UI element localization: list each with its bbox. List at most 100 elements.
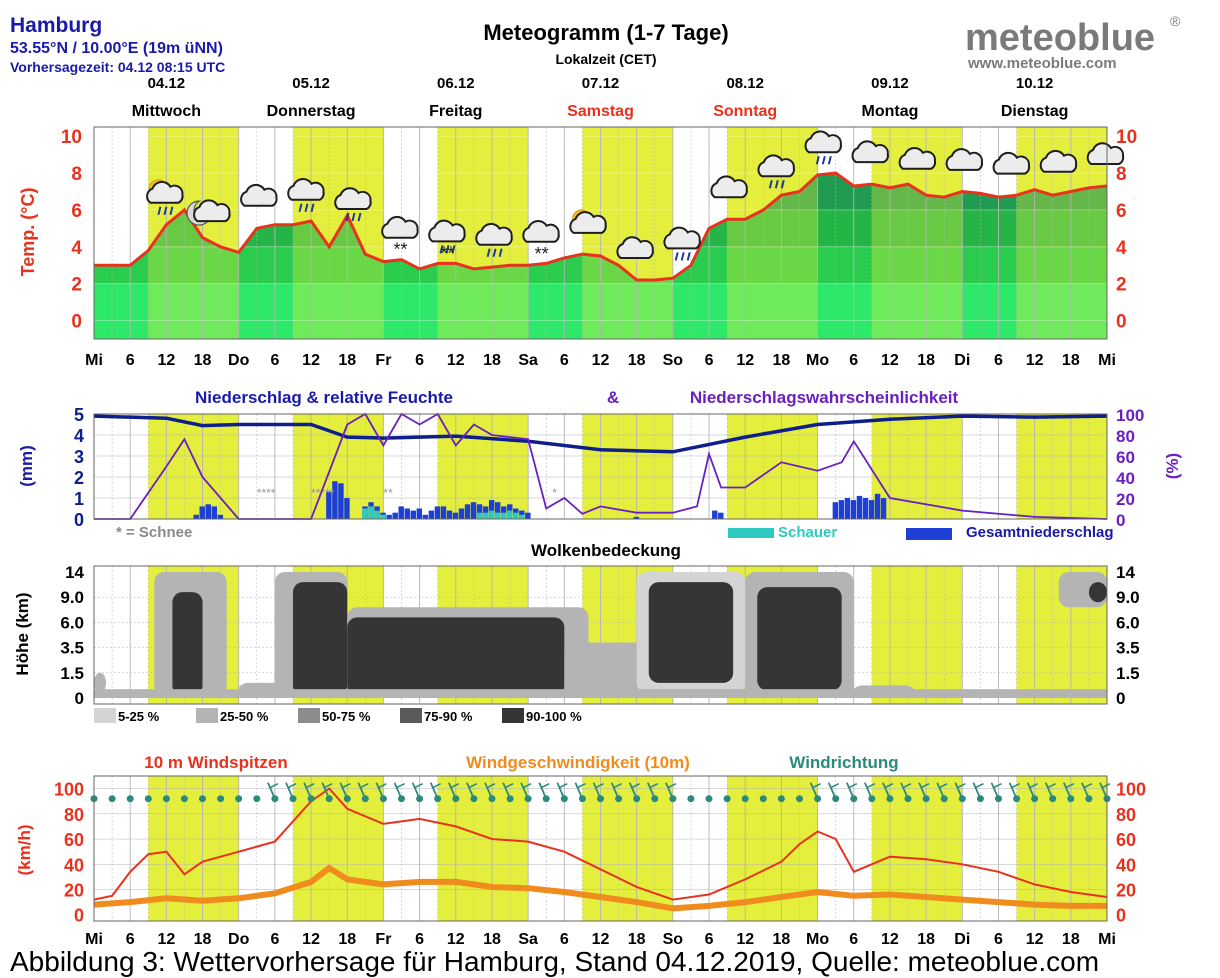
cloud-icon <box>616 236 654 259</box>
precip-total-bar <box>470 502 477 519</box>
brand-logo: meteoblue <box>965 17 1155 59</box>
precip-tick-right: 60 <box>1116 448 1135 467</box>
snowflake-icon: ** <box>394 240 408 260</box>
wind-barb <box>845 782 858 803</box>
sun-cloud-rain-icon <box>146 179 184 215</box>
wind-barb-staff <box>1008 782 1018 800</box>
wind-barb-staff <box>393 782 403 800</box>
cloud-tick-right: 1.5 <box>1116 664 1140 683</box>
wind-barb-feather <box>323 783 333 789</box>
cloud-legend-label: 90-100 % <box>526 709 582 724</box>
temp-tick-left: 6 <box>71 201 82 222</box>
wind-barb <box>357 782 369 803</box>
precip-total-bar <box>874 493 881 519</box>
cloud-cover-block <box>172 592 203 696</box>
x-tick-label: 18 <box>338 352 356 369</box>
cloud-cover-low <box>94 689 1107 698</box>
precip-total-bar <box>205 504 211 519</box>
precip-shower-bar <box>380 514 386 519</box>
wind-barb <box>592 782 604 803</box>
cloud-rain-icon <box>287 178 325 213</box>
temp-tick-right: 10 <box>1116 127 1137 148</box>
cloud-icon <box>193 199 231 223</box>
wind-barb-dot <box>741 795 749 803</box>
wind-tick-left: 100 <box>54 780 84 800</box>
x-tick-label: Di <box>954 931 970 948</box>
cloud-cover <box>94 572 1107 698</box>
precip-total-bar <box>633 516 640 519</box>
precip-total-bar <box>217 514 224 519</box>
precip-total-bar <box>211 506 218 519</box>
cloud-icon <box>851 140 889 164</box>
city-name: Hamburg <box>10 14 102 37</box>
wind-tick-right: 100 <box>1116 780 1146 800</box>
x-tick-label: 12 <box>447 931 465 948</box>
moon-cloud-icon <box>186 199 231 226</box>
wind-barb <box>610 782 623 803</box>
x-tick-label: 18 <box>194 352 212 369</box>
wind-barb-feather <box>540 783 550 789</box>
cloud-icon <box>945 148 984 171</box>
precip-total-bar <box>392 512 398 519</box>
wind-barb-dot <box>687 795 695 803</box>
wind-barb-staff <box>628 782 638 800</box>
figure-caption: Abbildung 3: Wettervorhersage für Hambur… <box>10 946 1100 977</box>
precip-total-bar <box>868 500 875 519</box>
cloud-icon <box>663 226 701 250</box>
precip-total-bar <box>464 504 471 519</box>
wind-barb-feather <box>830 783 840 789</box>
wind-barb <box>393 782 405 803</box>
cloud-icon <box>334 187 372 210</box>
precip-total-bar <box>193 514 199 519</box>
raindrop-icon <box>357 212 362 222</box>
precip-total-bar <box>386 514 392 519</box>
wind-tick-left: 20 <box>64 880 84 900</box>
wind-barb <box>827 782 840 803</box>
day-band <box>1016 414 1107 519</box>
wind-barb-staff <box>1099 782 1108 800</box>
cloud-title: Wolkenbedeckung <box>531 541 681 560</box>
day-band <box>437 414 529 519</box>
wind-barb-feather <box>305 783 315 789</box>
brand-url: www.meteoblue.com <box>967 55 1117 72</box>
wind-barb-staff <box>665 782 674 800</box>
wind-barb-dot <box>777 795 785 803</box>
day-name: Mittwoch <box>132 103 201 120</box>
wind-barb-staff <box>1044 782 1054 800</box>
precip-bars <box>193 481 887 519</box>
precip-total-bar <box>476 504 483 519</box>
wind-barb-feather <box>504 783 514 789</box>
day-date: 04.12 <box>148 75 186 92</box>
wind-barb-feather <box>450 783 460 789</box>
precip-total-bar <box>832 502 839 519</box>
precip-total-bar <box>422 514 429 519</box>
wind-barb <box>162 795 170 803</box>
x-tick-label: 12 <box>592 931 610 948</box>
wind-barb-staff <box>918 782 927 800</box>
wind-barb <box>574 782 586 803</box>
temp-tick-right: 8 <box>1116 164 1127 185</box>
cloud-icon <box>240 183 278 207</box>
raindrop-icon <box>827 155 832 165</box>
x-tick-label: 18 <box>1062 931 1080 948</box>
precip-total-bar <box>850 500 857 519</box>
cloud-cover-block <box>1088 582 1107 603</box>
wind-barb-staff <box>429 782 439 800</box>
raindrop-icon <box>686 252 691 261</box>
precip-shower-bar <box>368 506 374 519</box>
legend-swatch-total <box>906 528 952 540</box>
x-tick-label: 12 <box>302 352 320 369</box>
wind-barb <box>321 782 333 803</box>
temp-tick-right: 6 <box>1116 201 1127 222</box>
x-tick-label: 12 <box>157 352 175 369</box>
x-tick-label: 12 <box>736 931 754 948</box>
wind-tick-right: 20 <box>1116 880 1136 900</box>
precipitation-panel: Niederschlag & relative Feuchte & Nieder… <box>17 388 1182 541</box>
raindrop-icon <box>680 252 685 261</box>
wind-barb <box>339 782 351 803</box>
day-band <box>437 776 529 921</box>
wind-direction-title: Windrichtung <box>789 753 898 772</box>
raindrop-icon <box>498 248 503 257</box>
wind-barb-staff <box>411 782 421 800</box>
day-band <box>727 414 818 519</box>
